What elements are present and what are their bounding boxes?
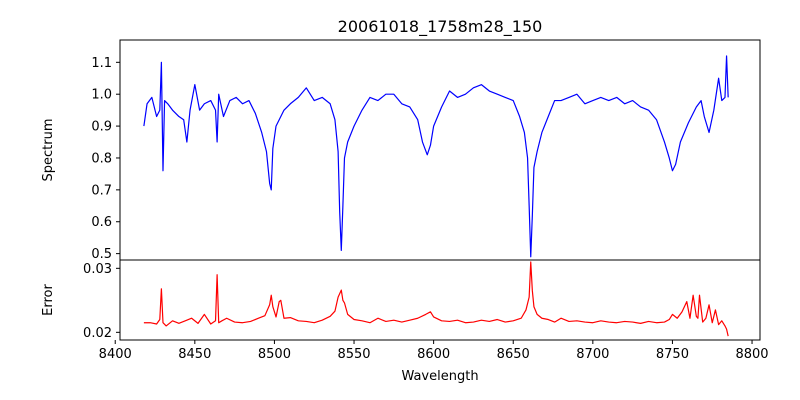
x-tick-label: 8650 — [497, 347, 530, 362]
x-axis-label: Wavelength — [401, 369, 478, 384]
x-tick-label: 8600 — [417, 347, 450, 362]
error-y-axis-label: Error — [41, 284, 56, 316]
error-axes-frame — [119, 259, 761, 341]
spectrum-series-line — [143, 55, 729, 258]
x-tick-label: 8450 — [178, 347, 211, 362]
x-tick-label: 8700 — [576, 347, 609, 362]
spectrum-series-layer — [143, 55, 729, 258]
y-tick-label: 0.6 — [91, 215, 112, 230]
y-tick-label: 0.8 — [91, 151, 112, 166]
y-tick-label: 1.1 — [91, 56, 112, 71]
y-tick-label: 1.0 — [91, 88, 112, 103]
y-tick-label: 0.03 — [83, 262, 112, 277]
x-tick-label: 8400 — [99, 347, 132, 362]
x-ticks: 8400 8450 8500 8550 8600 8650 8700 8750 8800 — [99, 340, 769, 362]
spectrum-panel: 0.5 0.6 0.7 0.8 0.9 1.0 1.1 20061018_1758m28_1… — [41, 17, 761, 262]
x-tick-label: 8800 — [735, 347, 768, 362]
y-tick-label: 0.02 — [83, 326, 112, 341]
error-y-ticks: 0.02 0.03 — [83, 262, 120, 341]
error-series-layer — [143, 261, 729, 337]
error-panel: 0.02 0.03 8400 8450 8500 8550 8600 8650 8700 875… — [41, 259, 769, 384]
spectrum-y-ticks: 0.5 0.6 0.7 0.8 0.9 1.0 1.1 — [91, 56, 120, 262]
x-tick-label: 8500 — [258, 347, 291, 362]
y-tick-label: 0.9 — [91, 120, 112, 135]
x-tick-label: 8750 — [656, 347, 689, 362]
y-tick-label: 0.7 — [91, 183, 112, 198]
chart-title: 20061018_1758m28_150 — [338, 17, 543, 37]
spectrum-y-axis-label: Spectrum — [41, 119, 56, 182]
y-tick-label: 0.5 — [91, 247, 112, 262]
error-series-line — [143, 261, 729, 337]
x-tick-label: 8550 — [337, 347, 370, 362]
